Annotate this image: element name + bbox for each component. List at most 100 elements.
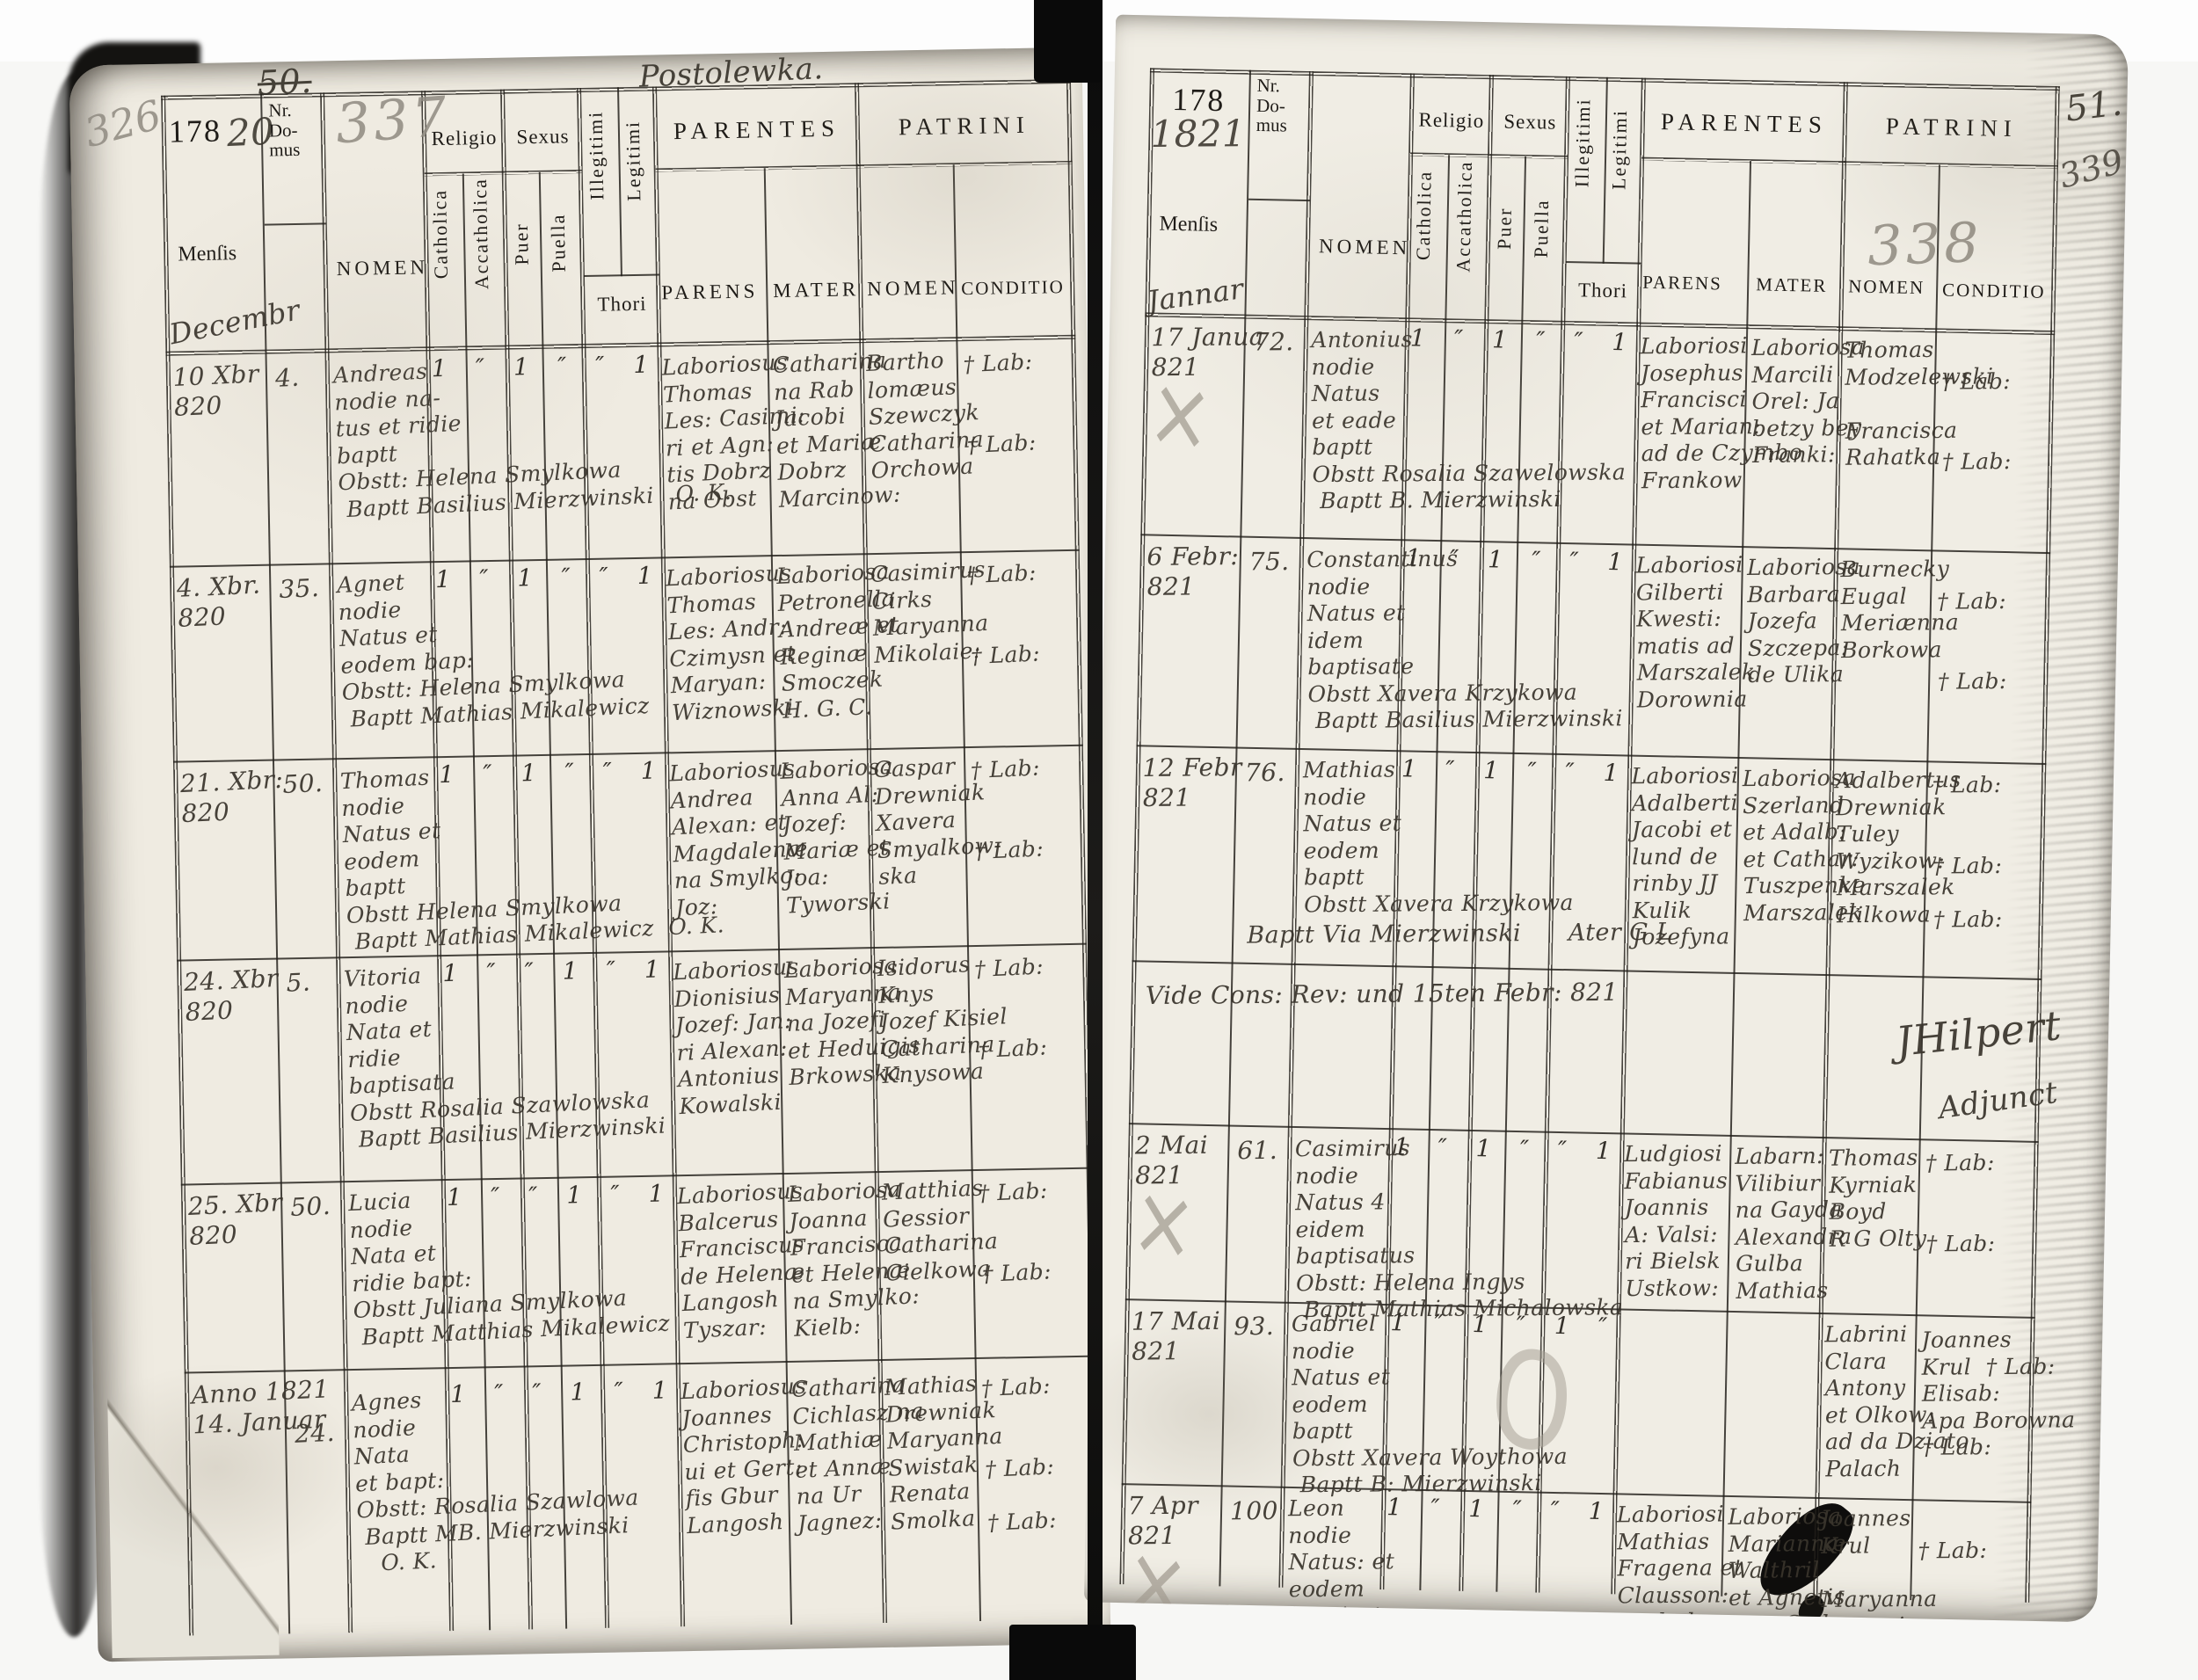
header-catholica: Catholica bbox=[1411, 170, 1436, 261]
entry-tally-marks: 1″″1″1 bbox=[442, 955, 689, 988]
entry-house-number: 50. bbox=[281, 767, 324, 800]
entry-tally-marks: 1″1″″1 bbox=[1386, 1494, 1634, 1526]
header-nr-domus: Nr. Do- mus bbox=[268, 99, 301, 161]
register-table-right: 178 1821 Nr. Do- mus 338 Menſis Jannar N… bbox=[1119, 68, 2075, 1622]
entry-father: Laboriosi Mathias Fragena et Clausson: F… bbox=[1616, 1501, 1743, 1623]
entry-condition: Joannes Krul † Lab: Elisab: Apa Borowna … bbox=[1921, 1326, 2076, 1460]
entry-tally-marks: 1″″1″1 bbox=[449, 1376, 697, 1409]
page-number-pencil: 338 bbox=[1867, 210, 1983, 279]
header-patrini-nomen: NOMEN bbox=[1847, 275, 1925, 299]
header-sexus: Sexus bbox=[1503, 110, 1557, 134]
entry-house-number: 5. bbox=[285, 967, 311, 998]
entry-house-number: 50. bbox=[289, 1190, 331, 1222]
header-parens: PARENS bbox=[1642, 271, 1723, 295]
entry-father: Laboriosi Gilberti Kwesti: matis ad Mars… bbox=[1635, 551, 1756, 713]
entry-condition: † Lab: † Lab: bbox=[970, 754, 1044, 864]
header-puella: Puella bbox=[1529, 199, 1554, 258]
pencil-check-mark: × bbox=[1143, 353, 1218, 476]
header-conditio: CONDITIO bbox=[961, 276, 1065, 300]
header-legitimi: Legitimi bbox=[621, 120, 645, 201]
entry-tally-marks: 1″1″″1 bbox=[434, 562, 682, 594]
header-nr-domus: Nr. Do- mus bbox=[1255, 74, 1288, 136]
header-mensis: Menſis bbox=[178, 242, 237, 266]
corner-number: 51. bbox=[2063, 83, 2125, 130]
entry-date: 4. Xbr. 820 bbox=[176, 570, 262, 634]
entry-tally-marks: 1″1″″1 bbox=[1405, 544, 1652, 577]
entry-date: 21. Xbr: 820 bbox=[179, 764, 284, 829]
header-legitimi: Legitimi bbox=[1607, 108, 1632, 191]
header-illegitimi: Illegitimi bbox=[1570, 98, 1595, 188]
printed-year: 178 bbox=[168, 113, 222, 149]
entry-condition: † Lab: † Lab: bbox=[1925, 1149, 1996, 1256]
header-nomen: NOMEN bbox=[1318, 235, 1411, 259]
entry-condition: † Lab: † Lab: † Lab: bbox=[1932, 771, 2003, 933]
folio-number-pencil: 326 bbox=[79, 91, 166, 157]
header-puer: Puer bbox=[509, 222, 533, 265]
header-mensis: Menſis bbox=[1159, 212, 1219, 236]
entry-date: 24. Xbr 820 bbox=[183, 964, 280, 1028]
entry-tally-marks: 1″1″″1 bbox=[439, 757, 686, 789]
entry-condition: † Lab: † Lab: bbox=[962, 348, 1037, 458]
right-page: 51. 339 178 1821 Nr. Do- mus 338 Menſis … bbox=[1083, 14, 2129, 1623]
header-thori: Thori bbox=[597, 292, 647, 316]
entry-date: 6 Febr: 821 bbox=[1146, 542, 1240, 602]
entry-condition: † Lab: † Lab: bbox=[973, 953, 1048, 1063]
book-gutter bbox=[1088, 51, 1103, 1629]
header-catholica: Catholica bbox=[428, 188, 452, 280]
entry-house-number: 93. bbox=[1234, 1311, 1275, 1342]
header-illegitimi: Illegitimi bbox=[584, 110, 608, 200]
header-religio: Religio bbox=[1418, 108, 1485, 133]
entry-date: 25. Xbr 820 bbox=[187, 1188, 283, 1252]
entry-tally-marks: 1″″1″1 bbox=[446, 1179, 694, 1212]
header-mater: MATER bbox=[1755, 273, 1828, 296]
pencil-check-mark: × bbox=[1119, 1523, 1195, 1623]
header-patrini: PATRINI bbox=[898, 111, 1031, 141]
entry-tally-marks: 1″1″″1 bbox=[431, 351, 678, 383]
entry-father: Ludgiosi Fabianus Joannis A: Valsi: ri B… bbox=[1624, 1140, 1729, 1301]
pencil-check-mark: × bbox=[1126, 1162, 1202, 1284]
entry-house-number: 35. bbox=[278, 572, 320, 605]
header-conditio: CONDITIO bbox=[1941, 279, 2046, 302]
entry-godparents: Thomas Kyrniak Boyd R G Olty bbox=[1828, 1144, 1927, 1252]
entry-house-number: 61. bbox=[1237, 1135, 1278, 1166]
entry-condition: † Lab: † Lab: bbox=[966, 559, 1041, 669]
entry-house-number: 76. bbox=[1244, 758, 1285, 788]
entry-tally-marks: 1″1″″1 bbox=[1394, 1133, 1641, 1166]
header-sexus: Sexus bbox=[516, 125, 570, 149]
scanner-strap-top bbox=[1034, 0, 1103, 83]
entry-baptizer-line: Baptt Via Mierzwinski Ater G L bbox=[1247, 918, 1673, 949]
entry-house-number: 4. bbox=[274, 362, 301, 393]
header-puer: Puer bbox=[1492, 207, 1516, 251]
header-puella: Puella bbox=[546, 213, 570, 273]
header-parens: PARENS bbox=[661, 280, 759, 304]
header-patrini: PATRINI bbox=[1885, 113, 2019, 142]
entry-condition: † Lab: † Lab: bbox=[1936, 561, 2007, 695]
entry-condition: † Lab: † Lab: bbox=[978, 1177, 1052, 1287]
entry-date: 17 Mai 821 bbox=[1131, 1305, 1221, 1366]
header-patrini-nomen: NOMEN bbox=[867, 276, 959, 301]
handwritten-year: 1821 bbox=[1150, 112, 1247, 156]
note-text: Vide Cons: Rev: und 15ten Febr: 821 bbox=[1145, 977, 1619, 1011]
entry-house-number: 24. bbox=[294, 1417, 336, 1449]
entry-condition: † Lab: † Lab: † Lab: bbox=[980, 1372, 1058, 1536]
header-thori: Thori bbox=[1577, 279, 1628, 302]
header-mater: MATER bbox=[773, 278, 860, 302]
entry-date: 12 Febr 821 bbox=[1142, 753, 1242, 813]
scanner-strap-bottom bbox=[1009, 1625, 1136, 1680]
entry-house-number: 72. bbox=[1253, 327, 1294, 357]
header-accatholica: Accatholica bbox=[468, 177, 493, 290]
entry-house-number: 100 bbox=[1229, 1495, 1278, 1526]
register-table-left: 178 20 Nr. Do- mus 337 Menſis Decembr NO… bbox=[161, 78, 1100, 1636]
entry-tally-marks: 1″1″1″ bbox=[1390, 1309, 1637, 1342]
entry-date: 10 Xbr 820 bbox=[171, 359, 260, 423]
entry-condition: † Lab: † Lab: bbox=[1918, 1537, 1988, 1622]
left-page: 50. Postolewka. 326 178 20 Nr. Do- mus 3… bbox=[69, 47, 1111, 1662]
entry-tally-marks: 1″1″″1 bbox=[1409, 324, 1656, 358]
header-religio: Religio bbox=[431, 126, 498, 150]
entry-tally-marks: 1″1″″1 bbox=[1401, 755, 1648, 788]
entry-condition: † Lab: † Lab: bbox=[1940, 341, 2012, 475]
header-accatholica: Accatholica bbox=[1452, 160, 1476, 273]
header-parentes: PARENTES bbox=[673, 114, 841, 145]
entry-house-number: 75. bbox=[1248, 547, 1290, 577]
